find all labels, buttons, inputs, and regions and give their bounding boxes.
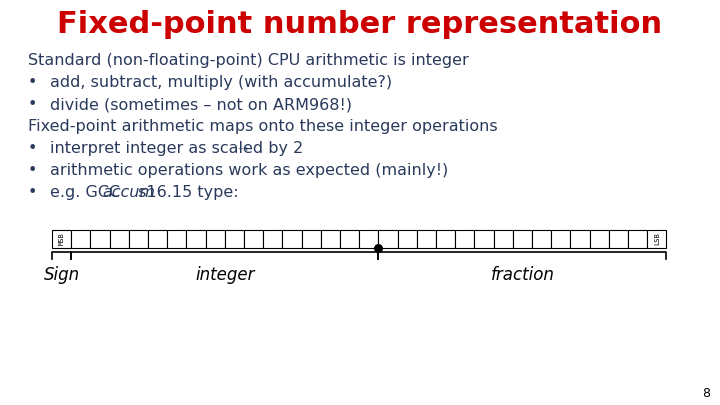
Bar: [321, 230, 340, 248]
Text: •: •: [28, 141, 37, 156]
Bar: [302, 230, 321, 248]
Bar: [167, 230, 186, 248]
Text: add, subtract, multiply (with accumulate?): add, subtract, multiply (with accumulate…: [50, 75, 392, 90]
Text: interpret integer as scaled by 2: interpret integer as scaled by 2: [50, 141, 303, 156]
Bar: [397, 230, 417, 248]
Text: •: •: [28, 163, 37, 178]
Bar: [244, 230, 264, 248]
Bar: [552, 230, 570, 248]
Text: Fixed-point number representation: Fixed-point number representation: [58, 10, 662, 39]
Text: integer: integer: [195, 266, 255, 284]
Bar: [148, 230, 167, 248]
Bar: [436, 230, 455, 248]
Bar: [474, 230, 494, 248]
Bar: [455, 230, 474, 248]
Bar: [264, 230, 282, 248]
Text: fraction: fraction: [490, 266, 554, 284]
Text: Fixed-point arithmetic maps onto these integer operations: Fixed-point arithmetic maps onto these i…: [28, 119, 498, 134]
Text: •: •: [28, 97, 37, 112]
Bar: [359, 230, 379, 248]
Bar: [570, 230, 590, 248]
Text: MSB: MSB: [58, 232, 65, 245]
Text: ⁻ⁿ: ⁻ⁿ: [237, 145, 248, 158]
Text: 8: 8: [702, 387, 710, 400]
Bar: [647, 230, 667, 248]
Text: •: •: [28, 185, 37, 200]
Bar: [609, 230, 628, 248]
Text: Sign: Sign: [43, 266, 80, 284]
Text: s16.15 type:: s16.15 type:: [132, 185, 238, 200]
Bar: [225, 230, 244, 248]
Text: divide (sometimes – not on ARM968!): divide (sometimes – not on ARM968!): [50, 97, 352, 112]
Bar: [129, 230, 148, 248]
Text: arithmetic operations work as expected (mainly!): arithmetic operations work as expected (…: [50, 163, 449, 178]
Text: LSB: LSB: [654, 232, 660, 245]
Bar: [379, 230, 397, 248]
Bar: [91, 230, 109, 248]
Bar: [71, 230, 91, 248]
Bar: [186, 230, 206, 248]
Bar: [513, 230, 532, 248]
Bar: [628, 230, 647, 248]
Text: accum: accum: [103, 185, 156, 200]
Bar: [590, 230, 609, 248]
Bar: [282, 230, 302, 248]
Text: Standard (non-floating-point) CPU arithmetic is integer: Standard (non-floating-point) CPU arithm…: [28, 53, 469, 68]
Bar: [340, 230, 359, 248]
Bar: [417, 230, 436, 248]
Bar: [52, 230, 71, 248]
Text: •: •: [28, 75, 37, 90]
Bar: [206, 230, 225, 248]
Bar: [109, 230, 129, 248]
Bar: [494, 230, 513, 248]
Text: e.g. GCC: e.g. GCC: [50, 185, 125, 200]
Bar: [532, 230, 552, 248]
